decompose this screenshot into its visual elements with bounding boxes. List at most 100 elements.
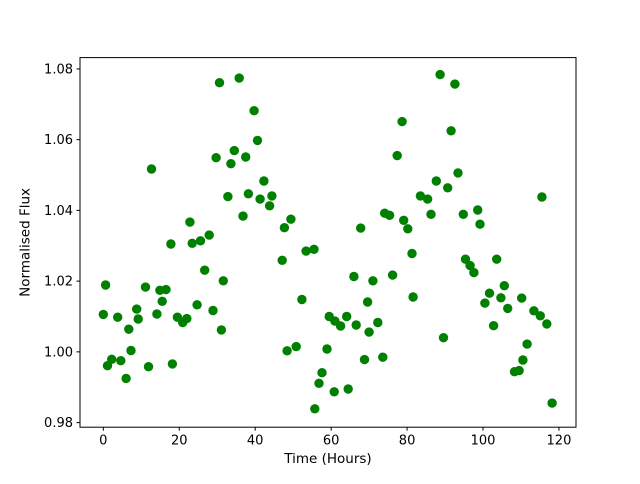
scatter-point bbox=[453, 168, 463, 178]
scatter-point bbox=[469, 267, 479, 278]
scatter-point bbox=[297, 294, 307, 305]
scatter-point bbox=[124, 324, 134, 334]
scatter-point bbox=[133, 314, 143, 324]
scatter-point bbox=[152, 309, 162, 319]
scatter-point bbox=[229, 145, 239, 156]
scatter-point bbox=[322, 344, 332, 354]
scatter-point bbox=[392, 150, 402, 161]
scatter-point bbox=[426, 209, 436, 219]
scatter-point bbox=[535, 311, 545, 321]
scatter-point bbox=[514, 365, 524, 376]
scatter-point bbox=[517, 293, 527, 303]
scatter-point bbox=[241, 152, 251, 162]
x-tick-label: 0 bbox=[99, 434, 107, 449]
scatter-point bbox=[484, 288, 495, 298]
scatter-point bbox=[335, 321, 346, 331]
scatter-point bbox=[301, 246, 311, 256]
y-tick-label: 1.08 bbox=[44, 62, 73, 77]
scatter-point bbox=[249, 106, 259, 116]
scatter-point bbox=[547, 398, 557, 408]
scatter-point bbox=[282, 346, 292, 356]
scatter-point bbox=[364, 327, 374, 337]
scatter-point bbox=[450, 79, 460, 89]
scatter-point bbox=[387, 270, 398, 280]
scatter-point bbox=[279, 223, 290, 233]
y-tick-label: 0.98 bbox=[44, 416, 73, 431]
scatter-point bbox=[435, 69, 445, 80]
x-tick-label: 20 bbox=[171, 434, 188, 449]
scatter-point bbox=[373, 317, 383, 328]
scatter-point bbox=[277, 255, 287, 265]
x-tick-label: 120 bbox=[547, 434, 572, 449]
scatter-point bbox=[342, 311, 352, 322]
scatter-point bbox=[362, 297, 373, 307]
x-tick-label: 40 bbox=[247, 434, 264, 449]
x-tick-label: 80 bbox=[399, 434, 416, 449]
scatter-point bbox=[218, 276, 228, 286]
x-tick-label: 60 bbox=[323, 434, 340, 449]
scatter-point bbox=[314, 378, 324, 388]
scatter-point bbox=[351, 320, 361, 330]
scatter-point bbox=[143, 362, 154, 372]
scatter-point bbox=[291, 341, 301, 352]
scatter-point bbox=[259, 176, 269, 186]
y-tick-label: 1.06 bbox=[44, 133, 73, 148]
scatter-point bbox=[223, 191, 233, 202]
scatter-point bbox=[309, 244, 319, 254]
scatter-point bbox=[126, 345, 136, 356]
scatter-point bbox=[349, 271, 359, 282]
scatter-point bbox=[214, 78, 225, 88]
scatter-point bbox=[356, 223, 366, 233]
scatter-point bbox=[234, 73, 244, 83]
scatter-point bbox=[522, 339, 532, 349]
scatter-point bbox=[200, 265, 210, 275]
scatter-point bbox=[473, 205, 483, 215]
scatter-point bbox=[216, 325, 227, 335]
scatter-points-layer bbox=[98, 69, 557, 414]
scatter-point bbox=[264, 201, 275, 211]
scatter-point bbox=[438, 333, 449, 343]
scatter-point bbox=[252, 135, 263, 146]
scatter-point bbox=[458, 209, 468, 219]
scatter-point bbox=[403, 224, 413, 234]
x-axis-label: Time (Hours) bbox=[283, 451, 371, 467]
scatter-point bbox=[121, 373, 131, 384]
scatter-point bbox=[204, 230, 214, 240]
axes-frame bbox=[79, 57, 577, 428]
scatter-point bbox=[100, 280, 111, 290]
scatter-point bbox=[132, 304, 142, 314]
scatter-point bbox=[116, 356, 126, 366]
scatter-point bbox=[399, 215, 409, 225]
scatter-point bbox=[503, 303, 513, 314]
scatter-point bbox=[529, 306, 539, 316]
scatter-point bbox=[422, 194, 433, 204]
scatter-point bbox=[329, 387, 339, 397]
scatter-point bbox=[431, 176, 441, 186]
scatter-point bbox=[446, 126, 456, 136]
scatter-point bbox=[480, 298, 490, 308]
scatter-point bbox=[492, 254, 502, 264]
scatter-point bbox=[443, 183, 453, 193]
y-axis-label: Normalised Flux bbox=[18, 188, 34, 297]
scatter-point bbox=[98, 309, 109, 320]
scatter-point bbox=[161, 284, 171, 295]
scatter-point bbox=[195, 236, 206, 246]
scatter-point bbox=[226, 159, 236, 169]
scatter-point bbox=[157, 296, 167, 306]
y-tick-label: 1.02 bbox=[44, 275, 73, 290]
scatter-point bbox=[182, 313, 192, 324]
scatter-point bbox=[415, 191, 426, 201]
scatter-point bbox=[167, 359, 178, 369]
y-tick-label: 1.04 bbox=[44, 204, 73, 219]
scatter-point bbox=[537, 192, 547, 202]
scatter-point bbox=[343, 384, 353, 394]
scatter-point bbox=[542, 319, 552, 329]
scatter-point bbox=[255, 194, 265, 204]
scatter-point bbox=[140, 282, 151, 292]
scatter-point bbox=[407, 248, 417, 259]
scatter-point bbox=[465, 260, 475, 271]
scatter-point bbox=[238, 211, 248, 221]
